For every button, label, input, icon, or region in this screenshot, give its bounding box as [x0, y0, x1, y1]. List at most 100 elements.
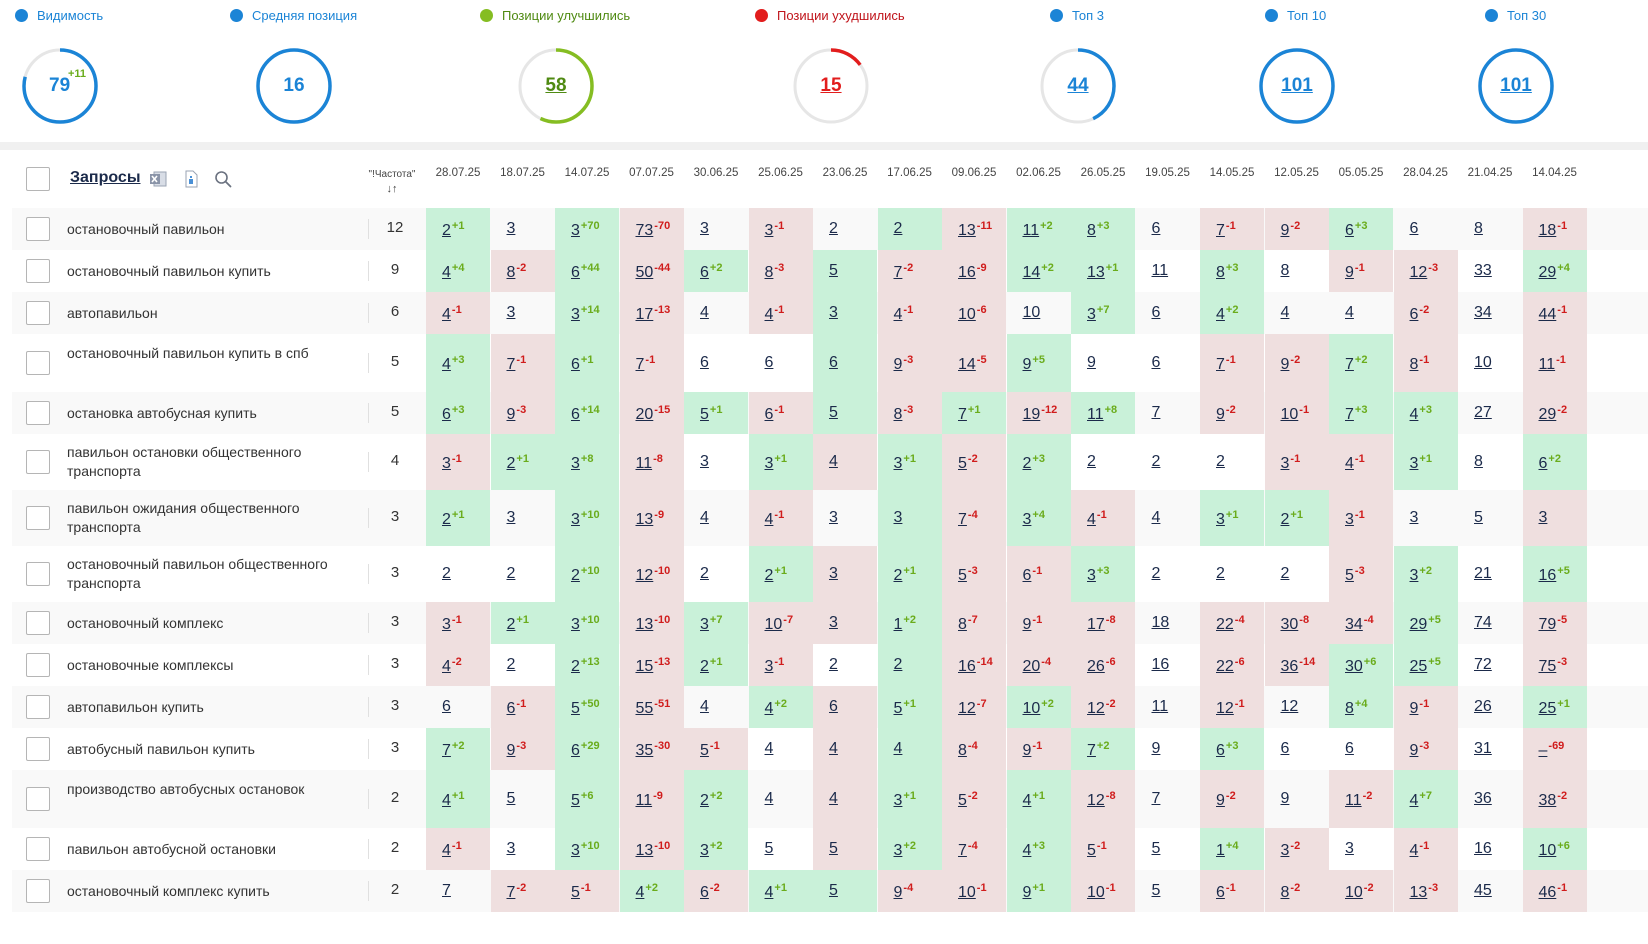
position-link[interactable]: 4+3	[1023, 840, 1045, 860]
row-checkbox[interactable]	[26, 879, 50, 903]
position-link[interactable]: 19-12	[1023, 404, 1058, 424]
position-link[interactable]: 4	[829, 740, 838, 758]
position-link[interactable]: 73-70	[636, 220, 671, 240]
position-link[interactable]: 3	[829, 565, 838, 583]
position-link[interactable]: 6	[765, 354, 774, 372]
position-link[interactable]: 26	[1474, 698, 1492, 716]
position-link[interactable]: 9-3	[1410, 740, 1430, 760]
position-link[interactable]: 4+2	[1216, 304, 1238, 324]
position-link[interactable]: 6-2	[700, 882, 720, 902]
position-link[interactable]: 10-1	[1087, 882, 1116, 902]
position-link[interactable]: 5	[829, 262, 838, 280]
position-link[interactable]: 6	[829, 698, 838, 716]
date-column-header[interactable]: 07.07.25	[629, 167, 674, 179]
sort-icon[interactable]: ↓↑	[386, 183, 398, 195]
position-link[interactable]: 4-1	[894, 304, 914, 324]
position-link[interactable]: 3+10	[571, 509, 600, 529]
position-link[interactable]: 3-2	[1281, 840, 1301, 860]
position-link[interactable]: 2	[829, 220, 838, 238]
position-link[interactable]: 3	[829, 509, 838, 527]
position-link[interactable]: 4	[894, 740, 903, 758]
position-link[interactable]: 9-2	[1281, 354, 1301, 374]
position-link[interactable]: 7-2	[507, 882, 527, 902]
position-link[interactable]: 1+2	[894, 614, 916, 634]
position-link[interactable]: 2	[507, 656, 516, 674]
position-link[interactable]: 3+3	[1087, 565, 1109, 585]
position-link[interactable]: 2+1	[507, 453, 529, 473]
position-link[interactable]: 7-1	[1216, 354, 1236, 374]
row-checkbox[interactable]	[26, 301, 50, 325]
position-link[interactable]: 30+6	[1345, 656, 1376, 676]
row-checkbox[interactable]	[26, 611, 50, 635]
date-column-header[interactable]: 14.04.25	[1532, 167, 1577, 179]
position-link[interactable]: 13-9	[636, 509, 665, 529]
position-link[interactable]: 16-9	[958, 262, 987, 282]
position-link[interactable]: 22-4	[1216, 614, 1245, 634]
row-checkbox[interactable]	[26, 351, 50, 375]
position-link[interactable]: 3	[894, 509, 903, 527]
position-link[interactable]: 7-1	[636, 354, 656, 374]
position-link[interactable]: 6-2	[1410, 304, 1430, 324]
position-link[interactable]: 6+1	[571, 354, 593, 374]
position-link[interactable]: 30-8	[1281, 614, 1310, 634]
position-link[interactable]: 4+1	[1023, 790, 1045, 810]
position-link[interactable]: 4	[700, 698, 709, 716]
position-link[interactable]: 16	[1152, 656, 1170, 674]
position-link[interactable]: 2+1	[765, 565, 787, 585]
position-link[interactable]: 8+3	[1087, 220, 1109, 240]
position-link[interactable]: 35-30	[636, 740, 671, 760]
position-link[interactable]: 3	[829, 304, 838, 322]
position-link[interactable]: 14-5	[958, 354, 987, 374]
position-link[interactable]: 7	[1152, 790, 1161, 808]
position-link[interactable]: 2+1	[894, 565, 916, 585]
position-link[interactable]: 2+13	[571, 656, 600, 676]
position-link[interactable]: 9-3	[894, 354, 914, 374]
position-link[interactable]: 2	[894, 656, 903, 674]
date-column-header[interactable]: 14.05.25	[1209, 167, 1255, 179]
position-link[interactable]: 9-1	[1410, 698, 1430, 718]
position-link[interactable]: 6+29	[571, 740, 600, 760]
date-column-header[interactable]: 17.06.25	[887, 167, 932, 179]
position-link[interactable]: 9-3	[507, 404, 527, 424]
position-link[interactable]: 10	[1023, 304, 1041, 322]
metric-value[interactable]: 15	[820, 75, 842, 96]
position-link[interactable]: 7+2	[1345, 354, 1367, 374]
position-link[interactable]: 4	[765, 790, 774, 808]
position-link[interactable]: 2	[1281, 565, 1290, 583]
position-link[interactable]: 4-1	[765, 509, 785, 529]
position-link[interactable]: 6-1	[765, 404, 785, 424]
position-link[interactable]: 8-1	[1410, 354, 1430, 374]
position-link[interactable]: 3+1	[1216, 509, 1238, 529]
position-link[interactable]: 3-1	[765, 656, 785, 676]
row-checkbox[interactable]	[26, 259, 50, 283]
position-link[interactable]: 5	[829, 404, 838, 422]
position-link[interactable]: 3	[1539, 509, 1548, 527]
position-link[interactable]: 5-3	[1345, 565, 1365, 585]
position-link[interactable]: 5+1	[700, 404, 722, 424]
position-link[interactable]: 8	[1281, 262, 1290, 280]
position-link[interactable]: 6+2	[1539, 453, 1561, 473]
metric-label[interactable]: Средняя позиция	[230, 8, 357, 23]
position-link[interactable]: 50-44	[636, 262, 671, 282]
position-link[interactable]: 17-13	[636, 304, 671, 324]
position-link[interactable]: 9	[1087, 354, 1096, 372]
position-link[interactable]: 10-7	[765, 614, 794, 634]
position-link[interactable]: 5	[1152, 840, 1161, 858]
position-link[interactable]: 4+3	[1410, 404, 1432, 424]
position-link[interactable]: 3+1	[1410, 453, 1432, 473]
row-checkbox[interactable]	[26, 837, 50, 861]
row-checkbox[interactable]	[26, 217, 50, 241]
position-link[interactable]: 18	[1152, 614, 1170, 632]
metric-label[interactable]: Топ 30	[1485, 8, 1546, 23]
position-link[interactable]: 6	[1410, 220, 1419, 238]
position-link[interactable]: 9+5	[1023, 354, 1045, 374]
position-link[interactable]: 5	[1474, 509, 1483, 527]
position-link[interactable]: 3+2	[1410, 565, 1432, 585]
position-link[interactable]: 74	[1474, 614, 1492, 632]
position-link[interactable]: 5	[1152, 882, 1161, 900]
position-link[interactable]: 8-3	[765, 262, 785, 282]
position-link[interactable]: 3+1	[765, 453, 787, 473]
position-link[interactable]: 12-7	[958, 698, 987, 718]
position-link[interactable]: 5	[829, 882, 838, 900]
metric-value[interactable]: 58	[545, 75, 567, 96]
